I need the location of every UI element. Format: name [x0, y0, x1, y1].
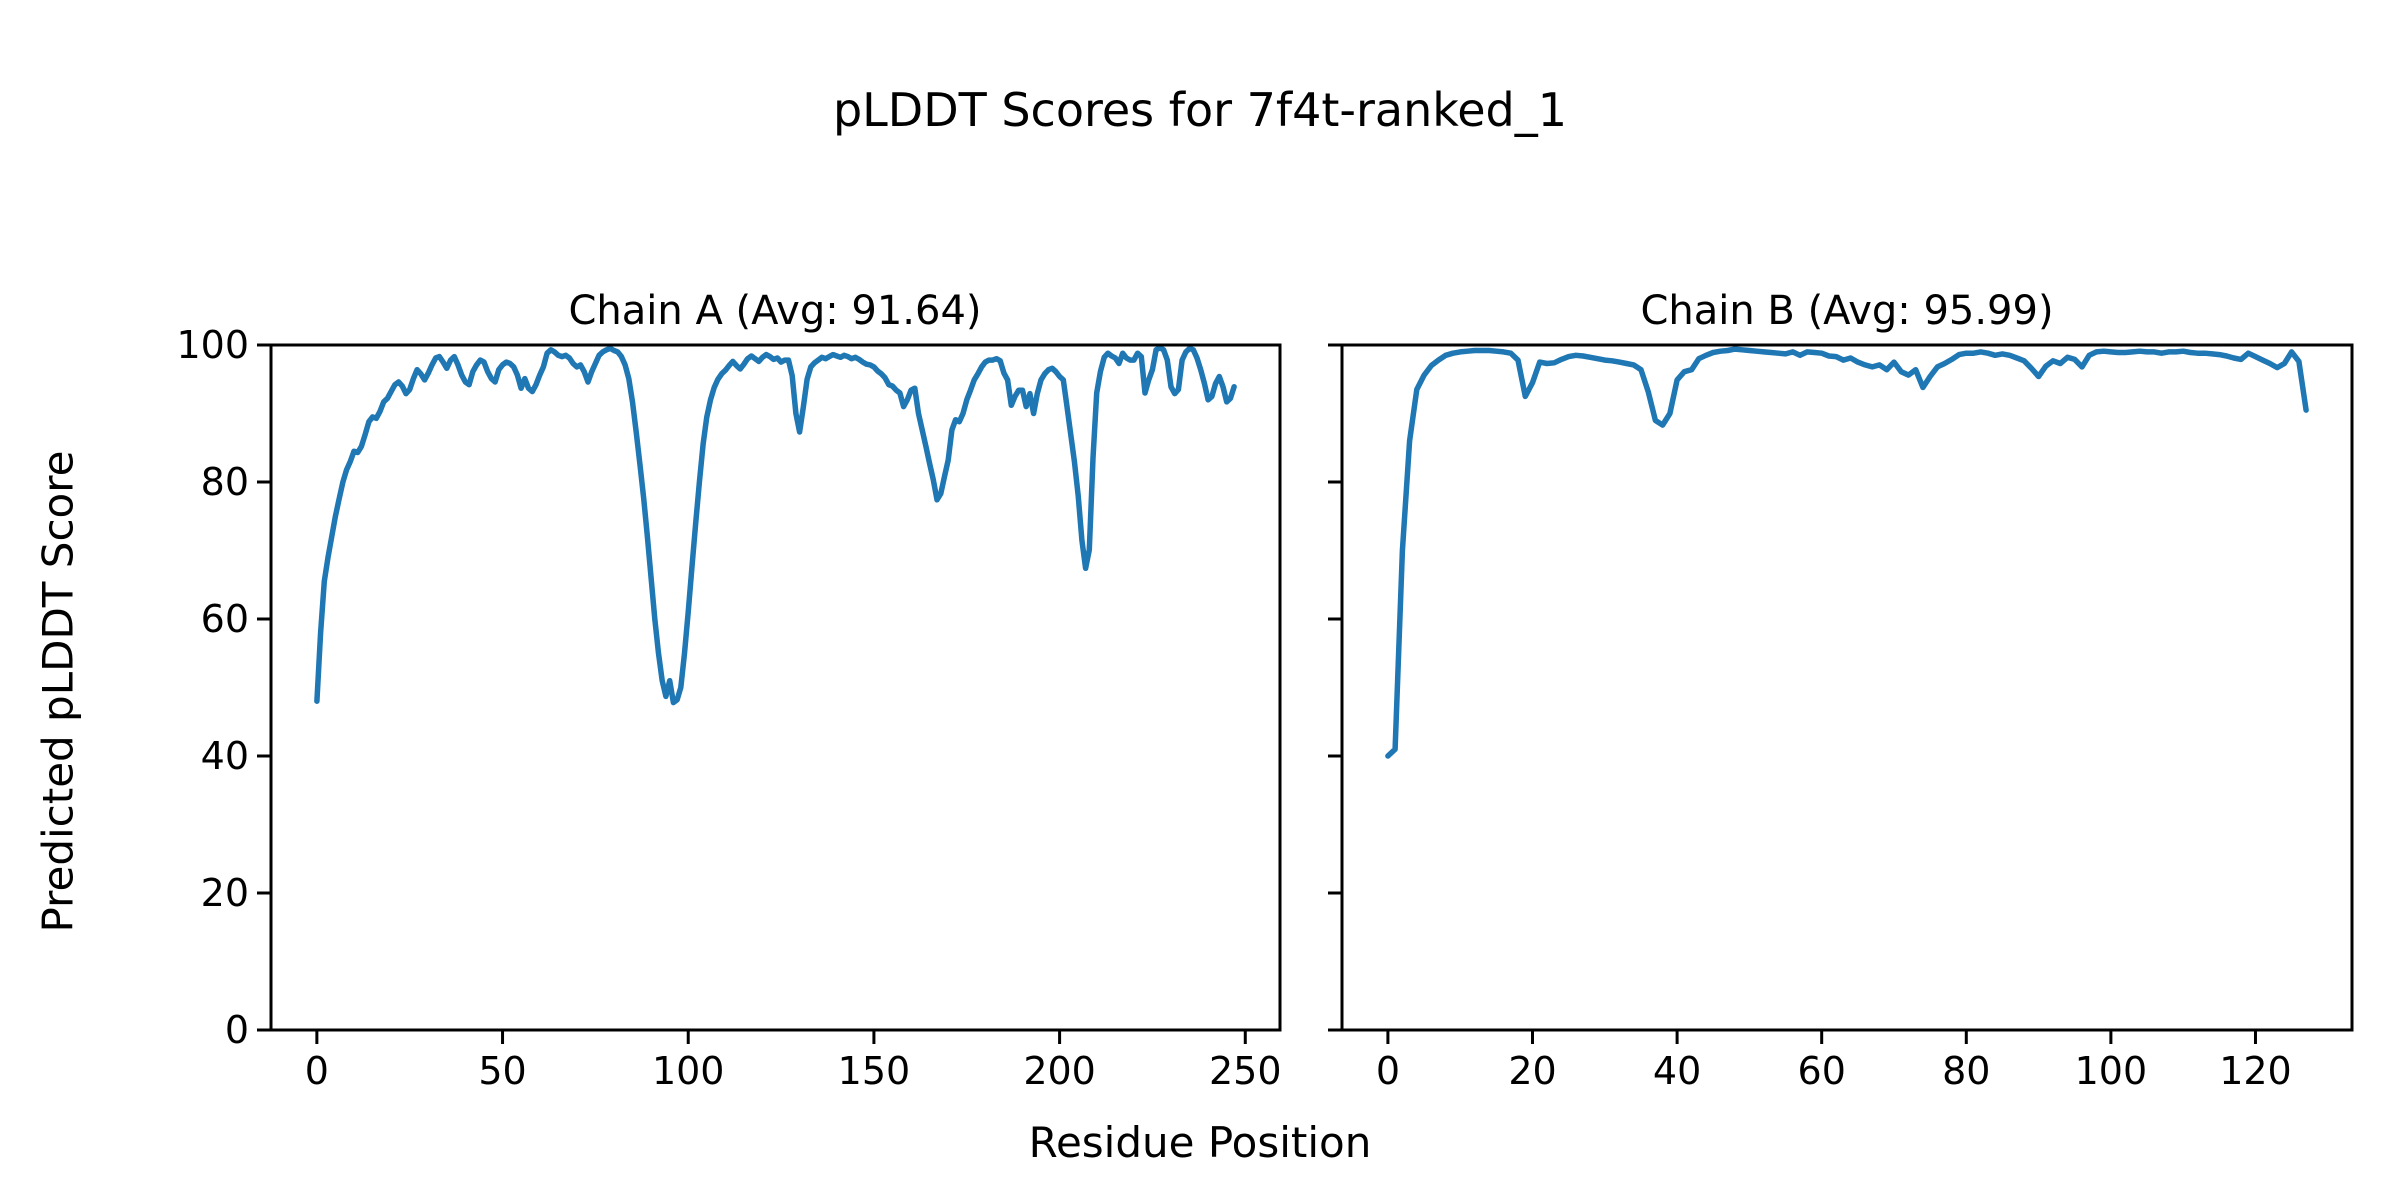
plddt-line — [1385, 346, 2309, 759]
x-tick-label: 60 — [1798, 1049, 1846, 1093]
axes-chain-a: 0 50 100 150 200 250 0 20 40 60 80 100 — [176, 323, 1281, 1093]
chain-a-title: Chain A (Avg: 91.64) — [568, 288, 982, 334]
chain-b-title: Chain B (Avg: 95.99) — [1640, 288, 2054, 334]
axes-chain-b: 0 20 40 60 80 100 120 — [1328, 343, 2354, 1093]
x-tick-label: 20 — [1508, 1049, 1556, 1093]
x-tick-label: 40 — [1653, 1049, 1701, 1093]
x-tick-label: 100 — [652, 1049, 725, 1093]
x-tick-label: 80 — [1942, 1049, 1990, 1093]
y-tick-label: 100 — [176, 323, 249, 367]
y-tick-label: 40 — [201, 734, 249, 778]
x-tick-label: 120 — [2219, 1049, 2292, 1093]
y-tick-label: 80 — [201, 460, 249, 504]
x-tick-label: 50 — [478, 1049, 526, 1093]
axes-frame — [269, 343, 1282, 1032]
x-tick-label: 200 — [1023, 1049, 1096, 1093]
x-tick-label: 250 — [1209, 1049, 1282, 1093]
x-tick-label: 150 — [838, 1049, 911, 1093]
x-tick-label: 0 — [305, 1049, 329, 1093]
figure-title: pLDDT Scores for 7f4t-ranked_1 — [832, 83, 1568, 137]
x-tick-label: 0 — [1376, 1049, 1400, 1093]
axes-frame — [1340, 343, 2354, 1032]
y-tick-label: 20 — [201, 871, 249, 915]
y-tick-label: 0 — [225, 1008, 249, 1052]
y-tick-label: 60 — [201, 597, 249, 641]
x-tick-label: 100 — [2075, 1049, 2148, 1093]
plddt-line — [314, 344, 1237, 706]
x-axis-label: Residue Position — [1028, 1118, 1372, 1167]
y-axis-label: Predicted pLDDT Score — [33, 450, 83, 933]
